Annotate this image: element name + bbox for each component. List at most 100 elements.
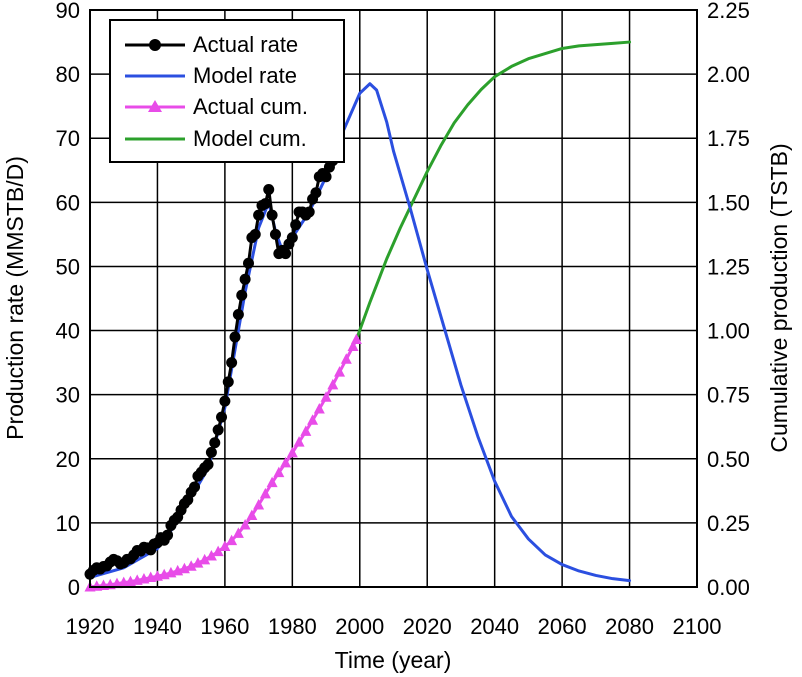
data-point-actual-rate	[232, 309, 244, 321]
data-point-actual-cum	[286, 446, 298, 458]
data-point-actual-cum	[273, 466, 285, 478]
data-point-actual-rate	[303, 206, 315, 218]
x-tick-label: 2040	[470, 614, 519, 639]
y-left-tick-label: 10	[56, 511, 80, 536]
y-left-tick-label: 90	[56, 0, 80, 23]
x-tick-label: 1980	[268, 614, 317, 639]
legend-item-actual-rate: Actual rate	[125, 32, 298, 57]
data-point-actual-cum	[232, 527, 244, 538]
data-point-actual-cum	[259, 487, 271, 499]
data-point-actual-cum	[199, 553, 211, 565]
data-point-actual-rate	[236, 289, 248, 301]
x-tick-label: 2000	[335, 614, 384, 639]
data-point-actual-rate	[280, 248, 292, 260]
data-point-actual-cum	[266, 476, 278, 488]
legend-marker-circle	[149, 39, 161, 51]
y-left-tick-label: 30	[56, 383, 80, 408]
y-right-tick-label: 0.50	[707, 447, 750, 472]
y-left-tick-label: 60	[56, 190, 80, 215]
plot-frame	[89, 9, 698, 588]
y-left-tick-label: 40	[56, 319, 80, 344]
data-point-actual-rate	[219, 395, 231, 407]
data-point-actual-rate	[162, 529, 174, 541]
x-tick-label: 1920	[66, 614, 115, 639]
x-axis-label: Time (year)	[335, 647, 452, 673]
y-right-tick-label: 1.50	[707, 190, 750, 215]
data-point-actual-rate	[263, 184, 275, 196]
data-point-actual-cum	[320, 391, 332, 402]
data-point-actual-cum	[212, 545, 224, 557]
data-point-actual-rate	[266, 209, 278, 221]
y-right-tick-label: 0.25	[707, 511, 750, 536]
legend-marker-triangle	[148, 100, 162, 112]
data-point-actual-rate	[226, 357, 238, 369]
y-right-tick-label: 0.75	[707, 383, 750, 408]
data-point-actual-cum	[246, 509, 258, 520]
data-point-actual-rate	[269, 228, 281, 240]
y-right-tick-label: 1.00	[707, 319, 750, 344]
data-point-actual-rate	[222, 376, 234, 388]
x-tick-label: 1940	[133, 614, 182, 639]
series-layer	[84, 40, 632, 592]
data-point-actual-rate	[229, 331, 241, 343]
y-axis-left-label: Production rate (MMSTB/D)	[2, 156, 28, 440]
data-point-actual-cum	[205, 549, 217, 561]
legend-item-actual-cum: Actual cum.	[125, 94, 308, 119]
x-tick-label: 2020	[403, 614, 452, 639]
x-tick-label: 2100	[673, 614, 722, 639]
data-point-actual-rate	[259, 198, 271, 210]
data-point-actual-rate	[253, 209, 265, 221]
data-point-actual-rate	[320, 171, 332, 183]
legend: Actual rate Model rate Actual cum. Model…	[109, 19, 345, 163]
data-point-actual-rate	[202, 459, 214, 471]
data-point-actual-cum	[313, 403, 325, 414]
data-point-actual-cum	[293, 436, 305, 447]
data-point-actual-rate	[209, 437, 221, 449]
y-right-tick-label: 2.00	[707, 62, 750, 87]
legend-item-model-cum: Model cum.	[125, 126, 307, 151]
y-left-tick-label: 20	[56, 447, 80, 472]
data-point-actual-cum	[239, 518, 251, 530]
legend-label-actual-rate: Actual rate	[193, 32, 298, 57]
y-left-tick-label: 70	[56, 126, 80, 151]
legend-label-model-cum: Model cum.	[193, 126, 307, 151]
y-left-tick-label: 0	[68, 575, 80, 600]
data-point-actual-cum	[327, 378, 339, 390]
data-point-actual-rate	[189, 481, 201, 493]
data-point-actual-rate	[239, 273, 251, 285]
x-tick-label: 2080	[605, 614, 654, 639]
data-point-actual-cum	[307, 414, 319, 425]
legend-item-model-rate: Model rate	[125, 63, 297, 88]
data-point-actual-cum	[340, 353, 352, 364]
y-axis-right-label: Cumulative production (TSTB)	[766, 143, 792, 452]
data-point-actual-rate	[216, 411, 228, 423]
data-point-actual-cum	[219, 540, 231, 551]
data-point-actual-rate	[290, 219, 302, 231]
data-point-actual-cum	[300, 425, 312, 436]
data-point-actual-rate	[205, 446, 217, 458]
data-point-actual-cum	[280, 456, 292, 468]
y-left-tick-label: 80	[56, 62, 80, 87]
y-right-tick-label: 2.25	[707, 0, 750, 23]
y-right-tick-label: 1.25	[707, 254, 750, 279]
x-tick-label: 2060	[538, 614, 587, 639]
data-point-actual-cum	[334, 366, 346, 377]
y-right-tick-label: 1.75	[707, 126, 750, 151]
data-point-actual-rate	[249, 228, 261, 240]
data-point-actual-cum	[347, 340, 359, 351]
series-line-model-cum	[354, 40, 632, 342]
data-point-actual-cum	[350, 333, 362, 345]
x-tick-label: 1960	[200, 614, 249, 639]
y-right-tick-label: 0.00	[707, 575, 750, 600]
data-point-actual-rate	[242, 257, 254, 269]
data-point-actual-rate	[212, 424, 224, 436]
data-point-actual-cum	[192, 557, 204, 568]
data-point-actual-cum	[185, 560, 197, 571]
data-point-actual-cum	[253, 498, 265, 510]
legend-label-model-rate: Model rate	[193, 63, 297, 88]
tick-labels: 1920 1940 1960 1980 2000 2020 2040 2060 2080 2100…	[56, 0, 750, 639]
data-point-actual-rate	[310, 187, 322, 199]
legend-label-actual-cum: Actual cum.	[193, 94, 308, 119]
y-left-tick-label: 50	[56, 254, 80, 279]
